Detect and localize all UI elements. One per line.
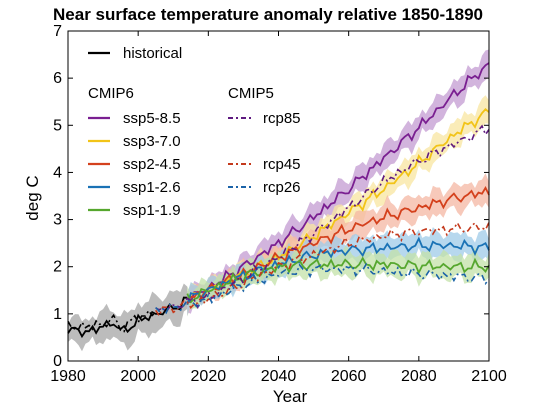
band-ssp1-1.9 [187, 245, 490, 310]
line-historical-dashed [67, 309, 157, 333]
band-ssp5-8.5 [187, 49, 490, 314]
y-tick-label: 1 [53, 306, 62, 323]
legend-label-ssp3-7.0: ssp3-7.0 [123, 133, 181, 150]
y-tick-label: 6 [53, 70, 62, 87]
x-axis-ticks: 1980 2000 2020 2040 2060 2080 2100 [50, 31, 507, 385]
x-tick-label: 1980 [50, 368, 86, 385]
legend-label-ssp2-4.5: ssp2-4.5 [123, 156, 181, 173]
x-tick-label: 2080 [401, 368, 437, 385]
x-axis-label: Year [273, 387, 308, 406]
y-tick-label: 4 [53, 164, 62, 181]
legend-heading-cmip5: CMIP5 [228, 85, 274, 102]
line-ssp3-7.0 [186, 108, 490, 306]
y-tick-label: 3 [53, 212, 62, 229]
x-tick-label: 2000 [120, 368, 156, 385]
legend-heading-cmip6: CMIP6 [88, 85, 134, 102]
y-axis-ticks: 0 1 2 3 4 5 6 7 [53, 23, 489, 370]
legend-label-ssp1-2.6: ssp1-2.6 [123, 179, 181, 196]
y-tick-label: 5 [53, 117, 62, 134]
legend-label-rcp45: rcp45 [263, 156, 301, 173]
legend-label-historical: historical [123, 45, 182, 62]
legend-label-rcp85: rcp85 [263, 110, 301, 127]
line-ssp1-2.6 [186, 236, 490, 305]
x-tick-label: 2040 [261, 368, 297, 385]
series-lines [67, 62, 490, 339]
plot-area [67, 49, 490, 352]
line-rcp45-dashed [155, 221, 490, 318]
chart-title: Near surface temperature anomaly relativ… [53, 5, 483, 24]
legend-label-rcp26: rcp26 [263, 179, 301, 196]
band-historical [68, 283, 188, 352]
legend-label-ssp5-8.5: ssp5-8.5 [123, 110, 181, 127]
x-tick-label: 2100 [471, 368, 507, 385]
line-rcp26-dashed [155, 262, 490, 315]
y-tick-label: 2 [53, 259, 62, 276]
line-rcp85-dashed [155, 124, 490, 314]
legend-label-ssp1-1.9: ssp1-1.9 [123, 202, 181, 219]
x-tick-label: 2020 [191, 368, 227, 385]
line-historical [67, 296, 188, 339]
uncertainty-bands [68, 49, 490, 352]
y-axis-label: deg C [23, 175, 42, 220]
y-tick-label: 7 [53, 23, 62, 40]
legend: historical CMIP6 ssp5-8.5 ssp3-7.0 ssp2-4.5 s… [88, 45, 301, 219]
band-ssp1-2.6 [187, 227, 490, 317]
x-tick-label: 2060 [331, 368, 367, 385]
y-tick-label: 0 [53, 353, 62, 370]
